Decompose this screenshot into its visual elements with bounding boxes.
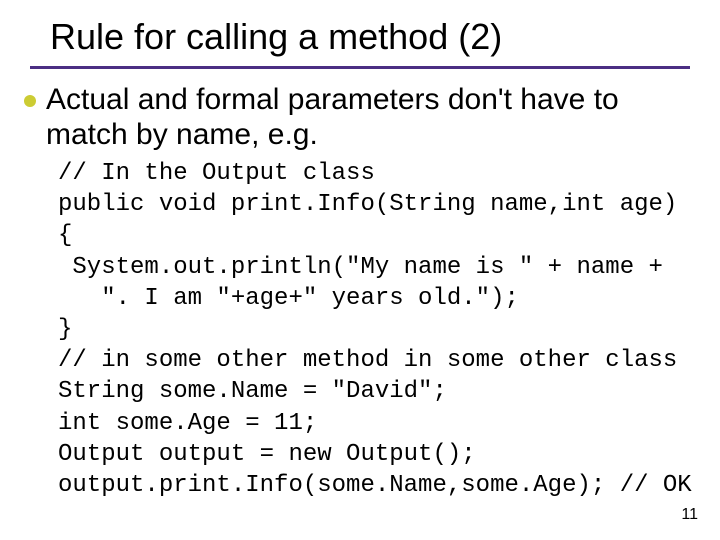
code-line: System.out.println("My name is " + name … <box>58 254 663 281</box>
code-line: int some.Age = 11; <box>58 410 317 437</box>
code-line: output.print.Info(some.Name,some.Age); /… <box>58 472 692 499</box>
code-line: Output output = new Output(); <box>58 441 476 468</box>
code-line: } <box>58 316 72 343</box>
slide-title: Rule for calling a method (2) <box>50 16 690 58</box>
code-line: // In the Output class <box>58 160 375 187</box>
code-line: public void print.Info(String name,int a… <box>58 191 677 218</box>
code-line: ". I am "+age+" years old."); <box>58 285 519 312</box>
slide: Rule for calling a method (2) Actual and… <box>0 0 720 540</box>
title-underline <box>30 66 690 69</box>
page-number: 11 <box>681 506 698 524</box>
code-line: String some.Name = "David"; <box>58 378 447 405</box>
code-line: // in some other method in some other cl… <box>58 347 677 374</box>
code-line: { <box>58 222 72 249</box>
bullet-item: Actual and formal parameters don't have … <box>30 83 690 152</box>
bullet-text: Actual and formal parameters don't have … <box>46 83 690 152</box>
bullet-icon <box>24 95 36 107</box>
code-block: // In the Output class public void print… <box>58 158 690 501</box>
